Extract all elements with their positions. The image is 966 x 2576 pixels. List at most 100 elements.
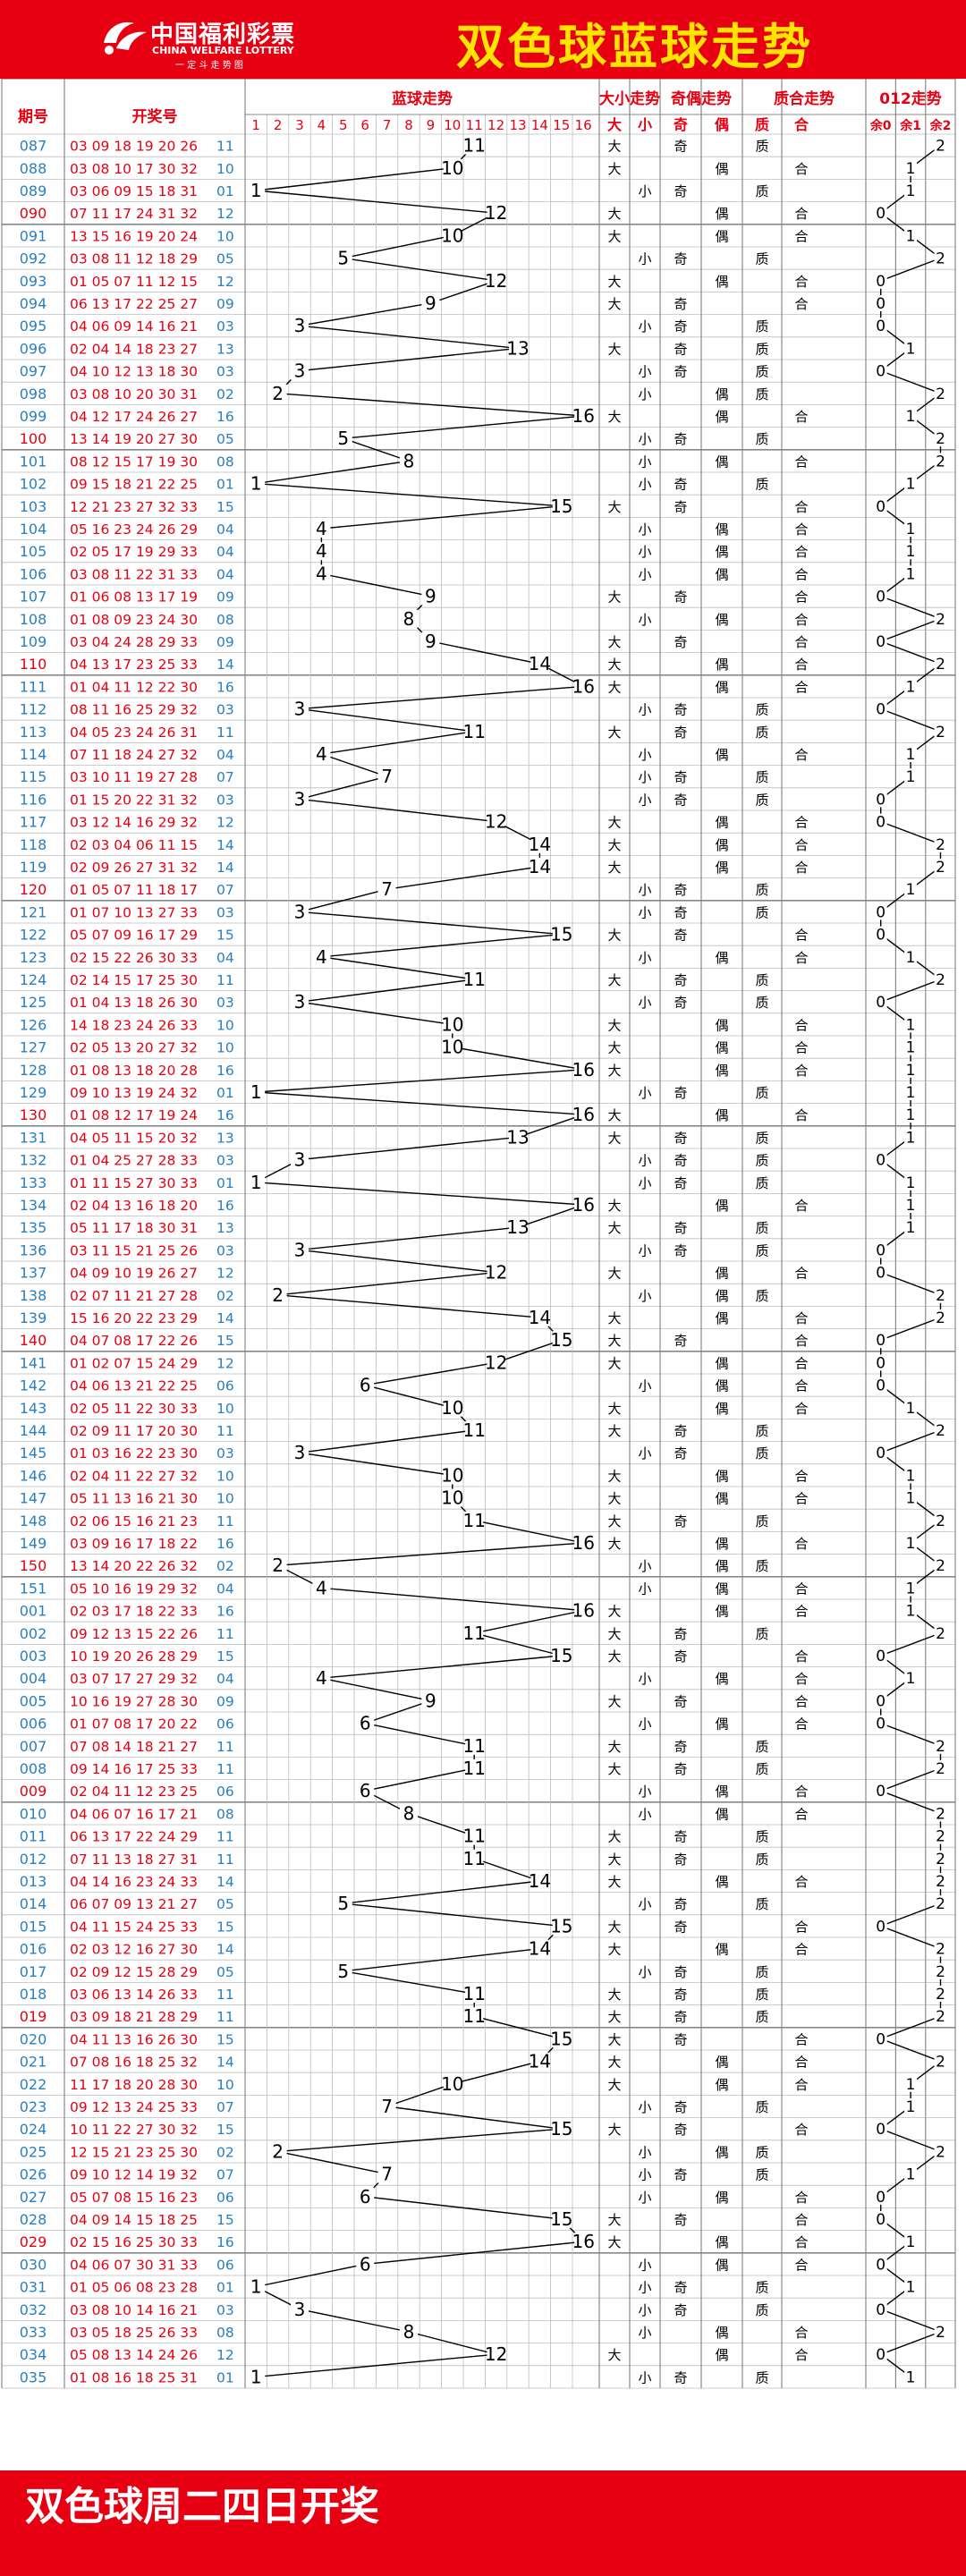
logo-slogan: 一 定 斗 走 势 图 — [175, 61, 243, 71]
mod-marker-bg — [904, 1174, 918, 1191]
parity-cell: 奇 — [674, 2122, 687, 2138]
blue-ball-marker-bg — [247, 1083, 266, 1101]
parity-cell: 奇 — [674, 1693, 687, 1709]
blue-ball-cell: 03 — [216, 2302, 234, 2318]
period-cell: 004 — [20, 1670, 47, 1687]
period-cell: 087 — [20, 138, 47, 155]
blue-ball-marker: 15 — [550, 924, 572, 945]
header-blue-trend: 蓝球走势 — [392, 89, 453, 108]
period-cell: 144 — [20, 1422, 47, 1439]
blue-ball-marker: 11 — [462, 1623, 485, 1644]
blue-ball-marker: 3 — [294, 2299, 306, 2320]
size-cell: 大 — [607, 1040, 621, 1056]
blue-ball-cell: 04 — [216, 1580, 234, 1597]
size-cell: 小 — [638, 1175, 651, 1191]
blue-ball-marker-bg — [465, 1736, 484, 1755]
size-cell: 大 — [607, 1310, 621, 1326]
blue-ball-marker-bg — [487, 2345, 505, 2364]
parity-cell: 偶 — [715, 679, 728, 695]
red-balls-cell: 02 05 13 20 27 32 — [70, 1040, 198, 1056]
blue-ball-marker: 7 — [381, 2164, 393, 2185]
parity-cell: 奇 — [674, 2009, 687, 2025]
mod-marker: 0 — [876, 205, 886, 223]
mod-marker: 0 — [876, 1377, 886, 1395]
blue-ball-marker: 4 — [316, 563, 327, 584]
mod-marker-bg — [904, 1602, 918, 1619]
parity-cell: 奇 — [674, 1175, 687, 1191]
parity-cell: 偶 — [715, 386, 728, 402]
prime-cell: 合 — [794, 1468, 808, 1484]
prime-cell: 合 — [794, 2190, 808, 2206]
prime-cell: 质 — [755, 1242, 768, 1258]
red-balls-cell: 13 14 20 22 26 32 — [70, 1558, 198, 1574]
mod-marker: 0 — [876, 701, 886, 719]
red-balls-cell: 11 17 18 20 28 30 — [70, 2077, 198, 2093]
period-cell: 100 — [20, 430, 47, 447]
size-cell: 大 — [607, 2234, 621, 2250]
prime-cell: 质 — [755, 1964, 768, 1980]
blue-ball-marker: 11 — [462, 1510, 485, 1531]
header-prime-trend: 质合走势 — [774, 89, 835, 108]
blue-ball-marker: 12 — [485, 811, 507, 833]
parity-cell: 奇 — [674, 1896, 687, 1912]
mod-marker-bg — [934, 2008, 947, 2025]
blue-ball-marker: 16 — [572, 405, 594, 427]
mod-marker-bg — [934, 1873, 947, 1889]
bottom-banner — [0, 2470, 966, 2576]
mod-marker-bg — [874, 318, 887, 335]
mod-marker-bg — [874, 588, 887, 605]
blue-ball-marker-bg — [574, 1534, 593, 1552]
blue-ball-cell: 01 — [216, 183, 234, 199]
blue-ball-marker: 5 — [337, 1893, 349, 1914]
size-cell: 大 — [607, 589, 621, 606]
parity-cell: 奇 — [674, 318, 687, 335]
mod-marker: 2 — [936, 2143, 945, 2161]
mod-marker-bg — [934, 610, 947, 627]
mod-marker-bg — [874, 1715, 887, 1732]
mod-marker-bg — [904, 565, 918, 582]
parity-cell: 偶 — [715, 453, 728, 470]
blue-ball-marker: 13 — [506, 1126, 529, 1148]
blue-ball-marker-bg — [400, 609, 418, 628]
parity-cell: 偶 — [715, 544, 728, 560]
red-balls-cell: 02 09 11 17 20 30 — [70, 1423, 198, 1439]
blue-ball-marker: 7 — [381, 766, 393, 787]
prime-cell: 合 — [794, 1580, 808, 1597]
blue-ball-marker: 2 — [272, 1284, 284, 1306]
blue-ball-cell: 03 — [216, 1242, 234, 1258]
period-cell: 023 — [20, 2098, 47, 2115]
blue-ball-cell: 16 — [216, 409, 234, 425]
blue-ball-cell: 16 — [216, 1198, 234, 1214]
blue-ball-marker: 4 — [316, 540, 327, 562]
period-cell: 151 — [20, 1580, 47, 1597]
blue-ball-marker-bg — [574, 1060, 593, 1079]
mod-marker-bg — [934, 1737, 947, 1754]
prime-cell: 质 — [755, 477, 768, 493]
mod-marker: 1 — [906, 1174, 916, 1192]
blue-ball-marker-bg — [465, 1849, 484, 1868]
blue-ball-marker: 11 — [462, 1848, 485, 1869]
red-balls-cell: 03 11 15 21 25 26 — [70, 1242, 198, 1258]
subheader-blue-3: 3 — [295, 117, 304, 133]
parity-cell: 奇 — [674, 2302, 687, 2318]
mod-marker-bg — [904, 340, 918, 357]
blue-ball-marker: 8 — [403, 450, 415, 471]
mod-marker-bg — [904, 881, 918, 898]
blue-ball-marker: 8 — [403, 608, 415, 630]
parity-cell: 奇 — [674, 2167, 687, 2183]
blue-ball-marker-bg — [356, 2255, 375, 2274]
size-cell: 大 — [607, 2212, 621, 2228]
prime-cell: 质 — [755, 882, 768, 898]
size-cell: 小 — [638, 1242, 651, 1258]
parity-cell: 奇 — [674, 1739, 687, 1755]
period-cell: 108 — [20, 611, 47, 628]
red-balls-cell: 04 06 07 30 31 33 — [70, 2257, 198, 2273]
mod-marker-bg — [934, 1895, 947, 1912]
period-cell: 006 — [20, 1716, 47, 1733]
blue-ball-marker: 15 — [550, 1915, 572, 1936]
mod-marker-bg — [934, 1986, 947, 2002]
blue-ball-marker: 3 — [294, 315, 306, 336]
period-cell: 015 — [20, 1918, 47, 1935]
size-cell: 大 — [607, 1468, 621, 1484]
subheader-blue-1: 1 — [251, 117, 260, 133]
